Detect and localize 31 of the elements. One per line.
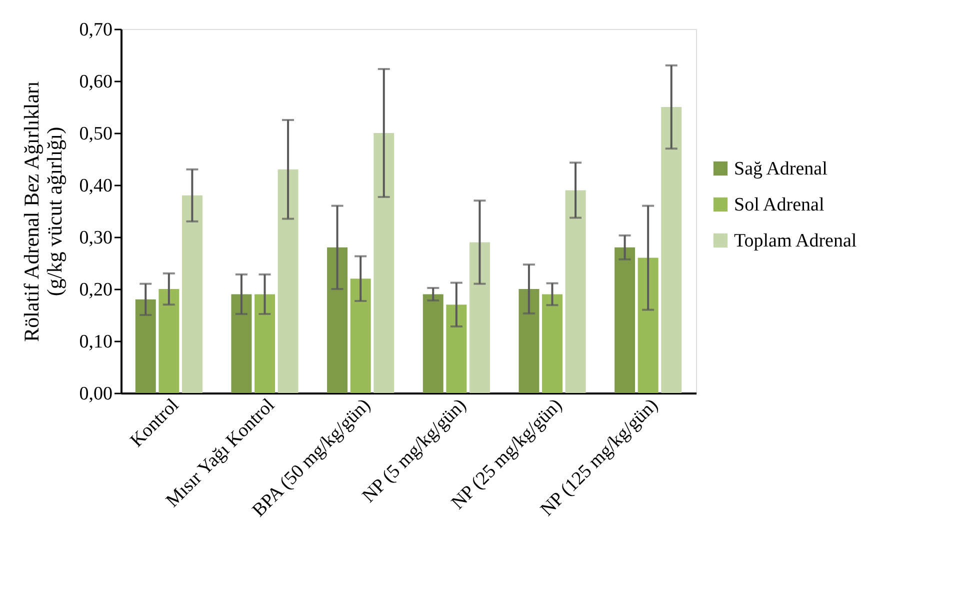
bar bbox=[158, 289, 180, 393]
y-tick-label: 0,60 bbox=[79, 72, 112, 92]
text: Rölatif Adrenal Bez Ağırlıkları bbox=[19, 81, 44, 342]
y-tick-label: 0,50 bbox=[79, 124, 112, 144]
bar bbox=[231, 294, 252, 393]
bar bbox=[254, 294, 275, 393]
text: (g/kg vücut ağırlığı) bbox=[42, 126, 66, 296]
bar bbox=[446, 304, 467, 393]
bar bbox=[542, 294, 562, 393]
y-tick-label: 0,30 bbox=[79, 228, 112, 248]
bar bbox=[422, 294, 444, 393]
y-tick-label: 0,00 bbox=[79, 384, 112, 404]
legend-label: Sağ Adrenal bbox=[734, 158, 828, 180]
bar bbox=[350, 278, 371, 393]
bar bbox=[565, 190, 586, 393]
bar bbox=[661, 107, 682, 393]
bar bbox=[135, 299, 156, 393]
bar bbox=[182, 195, 202, 393]
bar bbox=[327, 247, 348, 393]
bar bbox=[518, 289, 540, 393]
y-tick-label: 0,20 bbox=[79, 280, 112, 300]
y-tick-label: 0,10 bbox=[79, 332, 112, 352]
bar bbox=[638, 258, 658, 393]
y-tick-label: 0,40 bbox=[79, 176, 112, 196]
legend-label: Toplam Adrenal bbox=[734, 230, 857, 252]
bar bbox=[469, 242, 490, 393]
bar bbox=[374, 133, 394, 393]
bar bbox=[614, 247, 636, 393]
y-tick-label: 0,70 bbox=[79, 20, 112, 40]
bar bbox=[278, 169, 298, 393]
legend-label: Sol Adrenal bbox=[734, 194, 824, 216]
